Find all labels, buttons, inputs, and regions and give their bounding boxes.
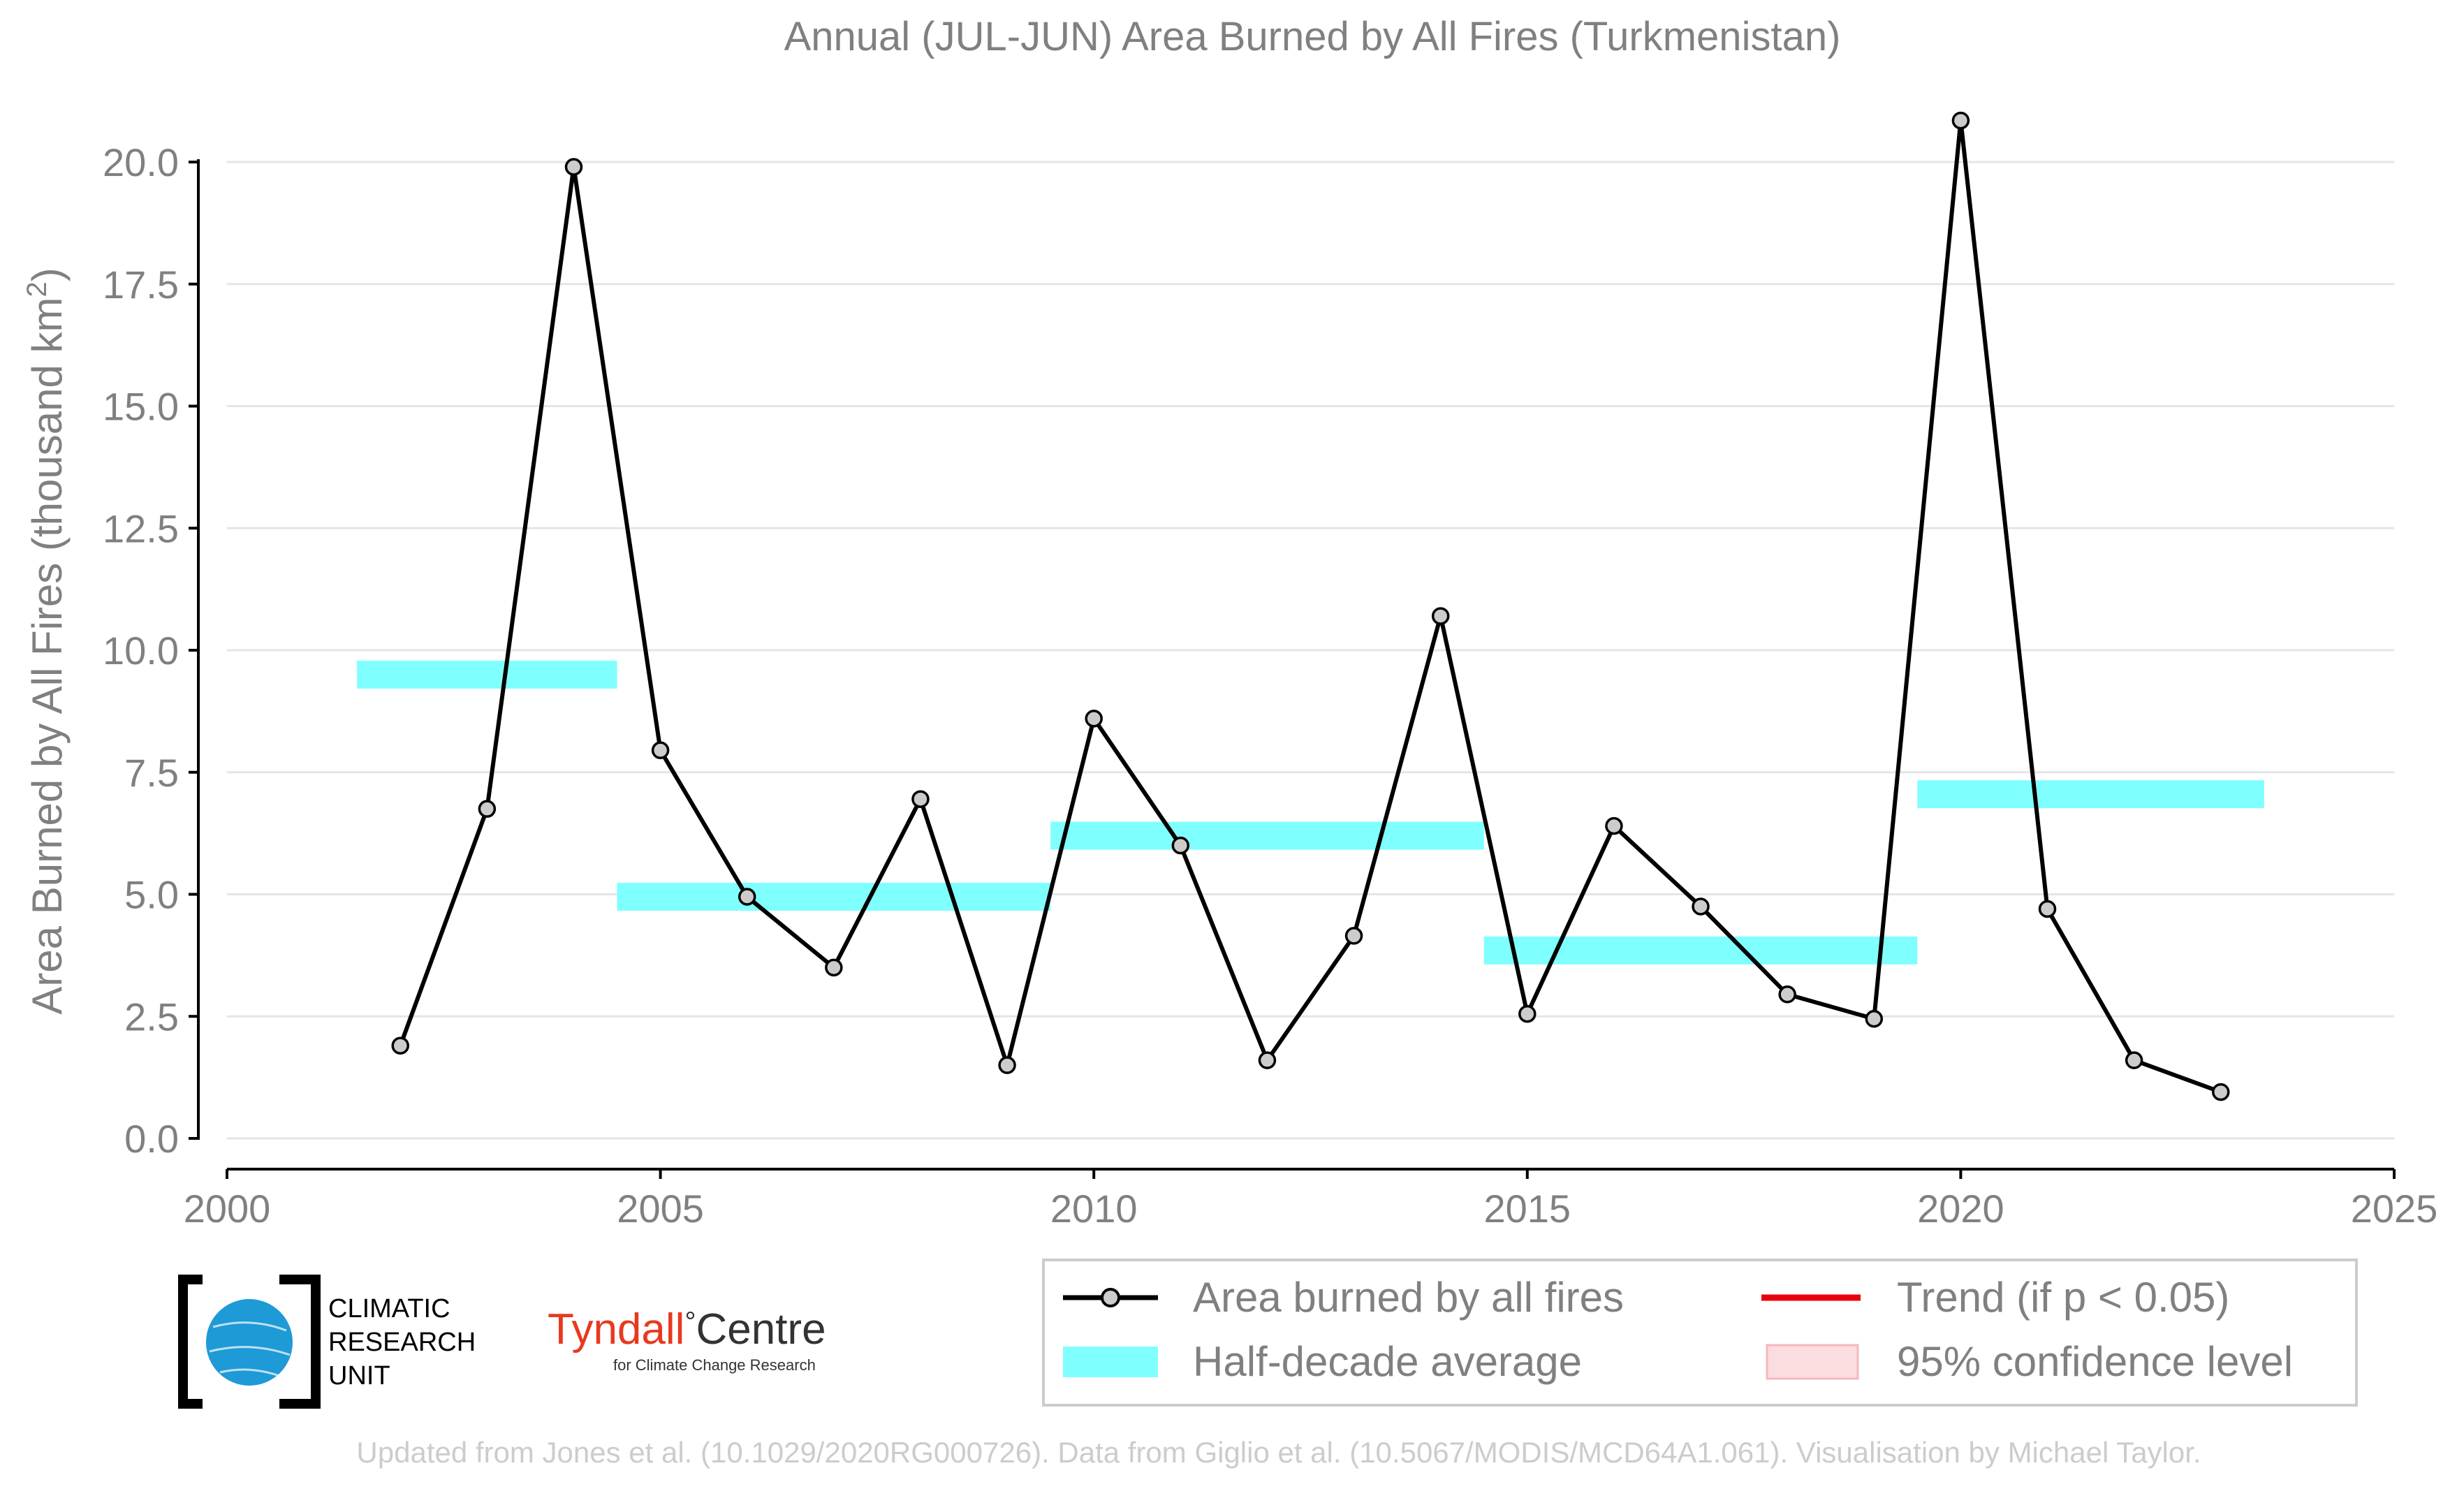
legend: Area burned by all fires Trend (if p < 0… bbox=[1042, 1259, 2358, 1407]
legend-label-area-burned: Area burned by all fires bbox=[1193, 1274, 1624, 1321]
area-burned-series bbox=[391, 111, 2230, 1101]
gridlines bbox=[227, 161, 2394, 1140]
half-decade-bar bbox=[357, 660, 617, 689]
data-point bbox=[738, 888, 756, 906]
data-point bbox=[1951, 111, 1970, 130]
data-point bbox=[1692, 897, 1710, 916]
half-decade-average-series bbox=[357, 660, 2264, 964]
legend-marker-icon bbox=[1101, 1288, 1120, 1307]
half-decade-bar bbox=[1483, 936, 1918, 964]
half-decade-bar bbox=[1917, 780, 2264, 809]
legend-confidence-icon bbox=[1766, 1344, 1859, 1380]
half-decade-bar bbox=[1050, 821, 1484, 850]
data-point bbox=[1778, 985, 1796, 1004]
legend-label-confidence: 95% confidence level bbox=[1897, 1338, 2293, 1385]
x-axis-ticks: 2000 2005 2010 2015 2020 2025 bbox=[184, 1169, 2438, 1231]
data-point bbox=[478, 800, 497, 818]
y-tick-label: 2.5 bbox=[124, 995, 179, 1039]
y-tick-label: 10.0 bbox=[103, 629, 179, 673]
footer-credit: Updated from Jones et al. (10.1029/2020R… bbox=[356, 1436, 2201, 1469]
x-tick-label: 2010 bbox=[1050, 1187, 1138, 1231]
y-tick-label: 15.0 bbox=[103, 385, 179, 429]
chart-title: Annual (JUL-JUN) Area Burned by All Fire… bbox=[784, 14, 1841, 59]
data-point bbox=[2212, 1083, 2230, 1101]
y-tick-label: 7.5 bbox=[124, 751, 179, 795]
half-decade-bar bbox=[617, 882, 1051, 911]
data-point bbox=[2038, 900, 2057, 918]
y-tick-label: 17.5 bbox=[103, 263, 179, 307]
y-tick-label: 5.0 bbox=[124, 873, 179, 917]
cru-line-1: CLIMATIC bbox=[328, 1294, 450, 1323]
cru-globe-lines-icon bbox=[209, 1321, 291, 1377]
data-point bbox=[1171, 836, 1190, 855]
data-point bbox=[911, 790, 930, 808]
cru-bracket-left-icon bbox=[178, 1275, 203, 1409]
data-point bbox=[2125, 1051, 2143, 1069]
x-tick-label: 2005 bbox=[617, 1187, 704, 1231]
data-point bbox=[391, 1036, 409, 1055]
y-tick-label: 0.0 bbox=[124, 1117, 179, 1161]
tyndall-logo: Tyndall°Centre for Climate Change Resear… bbox=[548, 1305, 826, 1374]
cru-line-3: UNIT bbox=[328, 1361, 390, 1391]
data-point bbox=[1605, 816, 1623, 835]
x-tick-label: 2025 bbox=[2351, 1187, 2438, 1231]
tyndall-wordmark: Tyndall°Centre bbox=[548, 1305, 826, 1354]
data-point bbox=[564, 158, 583, 176]
x-tick-label: 2020 bbox=[1917, 1187, 2004, 1231]
data-point bbox=[1865, 1009, 1884, 1028]
data-point bbox=[998, 1056, 1016, 1074]
x-tick-label: 2000 bbox=[184, 1187, 271, 1231]
cru-bracket-right-icon bbox=[279, 1275, 321, 1409]
data-point bbox=[1085, 710, 1103, 728]
area-burned-line bbox=[398, 118, 2222, 1094]
tyndall-subtitle: for Climate Change Research bbox=[613, 1356, 816, 1374]
legend-label-half-decade: Half-decade average bbox=[1193, 1338, 1582, 1385]
x-tick-label: 2015 bbox=[1484, 1187, 1571, 1231]
cru-globe-icon bbox=[206, 1299, 293, 1386]
y-axis-ticks: 0.0 2.5 5.0 7.5 10.0 12.5 15.0 17.5 20.0 bbox=[103, 140, 198, 1161]
data-point bbox=[1518, 1005, 1537, 1023]
y-axis-label: Area Burned by All Fires (thousand km2) bbox=[22, 267, 71, 1014]
data-point bbox=[1431, 607, 1450, 625]
y-tick-label: 12.5 bbox=[103, 506, 179, 550]
data-point bbox=[825, 958, 843, 977]
cru-line-2: RESEARCH bbox=[328, 1328, 476, 1357]
data-point bbox=[651, 741, 670, 760]
data-point bbox=[1258, 1051, 1277, 1069]
legend-box bbox=[1042, 1259, 2358, 1407]
legend-label-trend: Trend (if p < 0.05) bbox=[1897, 1274, 2229, 1321]
legend-half-decade-icon bbox=[1063, 1347, 1158, 1377]
y-tick-label: 20.0 bbox=[103, 140, 179, 184]
cru-logo: CLIMATIC RESEARCH UNIT bbox=[178, 1275, 476, 1409]
data-point bbox=[1344, 927, 1363, 945]
